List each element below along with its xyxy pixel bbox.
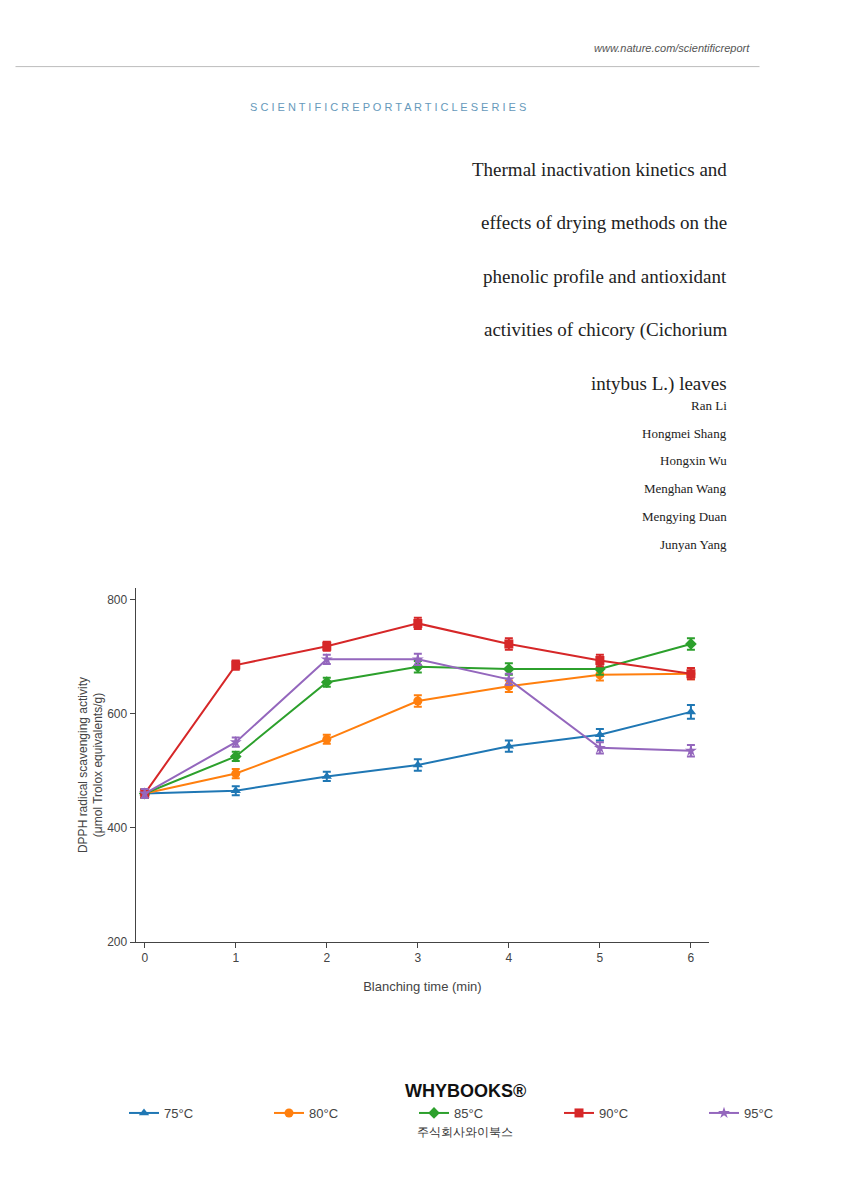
svg-text:85°C: 85°C — [454, 1106, 483, 1121]
svg-text:activities of chicory (Cichori: activities of chicory (Cichorium — [484, 319, 727, 341]
svg-text:www.nature.com/scientificrepor: www.nature.com/scientificreport — [594, 42, 750, 54]
svg-text:4: 4 — [506, 951, 513, 965]
svg-text:0: 0 — [141, 951, 148, 965]
svg-text:75°C: 75°C — [164, 1106, 193, 1121]
svg-text:2: 2 — [323, 951, 330, 965]
svg-text:DPPH radical scavenging activi: DPPH radical scavenging activity(μmol Tr… — [76, 677, 106, 853]
svg-text:Menghan Wang: Menghan Wang — [644, 481, 727, 496]
svg-text:Junyan Yang: Junyan Yang — [660, 537, 727, 552]
svg-text:80°C: 80°C — [309, 1106, 338, 1121]
svg-text:Thermal inactivation kinetics: Thermal inactivation kinetics and — [472, 159, 727, 180]
svg-text:3: 3 — [414, 951, 421, 965]
svg-text:주식회사와이북스: 주식회사와이북스 — [417, 1125, 513, 1139]
svg-text:Ran Li: Ran Li — [691, 398, 727, 413]
svg-text:1: 1 — [232, 951, 239, 965]
svg-text:Hongmei Shang: Hongmei Shang — [642, 426, 727, 441]
svg-text:WHYBOOKS®: WHYBOOKS® — [405, 1081, 526, 1101]
svg-text:200: 200 — [107, 935, 127, 949]
svg-text:intybus L.) leaves: intybus L.) leaves — [591, 373, 727, 395]
svg-text:600: 600 — [107, 707, 127, 721]
svg-text:800: 800 — [107, 593, 127, 607]
svg-text:Blanching time (min): Blanching time (min) — [363, 979, 482, 994]
svg-text:phenolic profile and antioxida: phenolic profile and antioxidant — [483, 266, 727, 287]
svg-text:Mengying Duan: Mengying Duan — [642, 509, 727, 524]
svg-text:6: 6 — [688, 951, 695, 965]
svg-text:5: 5 — [597, 951, 604, 965]
svg-text:90°C: 90°C — [599, 1106, 628, 1121]
svg-text:S C I E N T I F I C R E P O R: S C I E N T I F I C R E P O R T A R T I … — [250, 101, 526, 113]
svg-text:effects of drying methods on t: effects of drying methods on the — [481, 212, 727, 233]
svg-text:400: 400 — [107, 821, 127, 835]
svg-text:95°C: 95°C — [744, 1106, 773, 1121]
svg-text:Hongxin Wu: Hongxin Wu — [660, 453, 727, 468]
